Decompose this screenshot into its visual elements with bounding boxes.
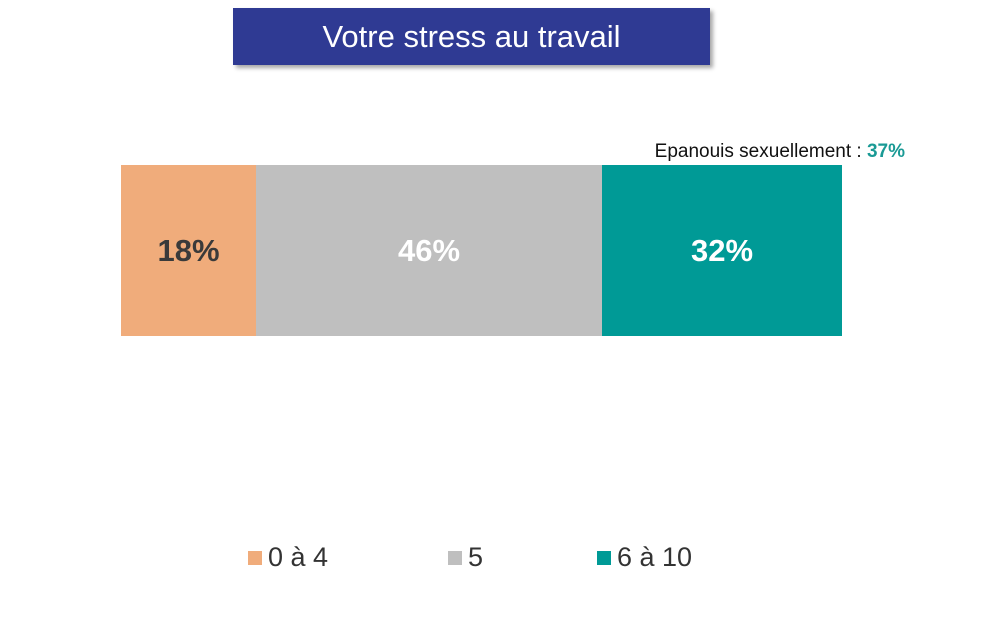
bar-segment-2: 46% [256,165,602,336]
bar-segment-1: 18% [121,165,256,336]
annotation-value: 37% [866,141,905,162]
legend-label: 5 [468,542,484,572]
stacked-bar: 18% 46% 32% [121,165,842,336]
bar-segment-label: 46% [397,232,461,268]
bar-segment-label: 32% [690,232,754,268]
bar-segment-label: 18% [157,232,220,268]
chart-title-box: Votre stress au travail [233,8,710,65]
legend-label: 6 à 10 [617,542,693,572]
sexual-fulfillment-annotation: Epanouis sexuellement : 37% [655,141,905,163]
legend-item: 5 [448,542,483,573]
bar-segment-3: 32% [602,165,842,336]
legend-item: 0 à 4 [248,542,328,573]
legend-item: 6 à 10 [597,542,692,573]
chart-title: Votre stress au travail [322,19,621,54]
chart-legend: 0 à 4 5 6 à 10 [0,542,985,578]
legend-label: 0 à 4 [268,542,329,572]
legend-swatch [448,550,462,565]
annotation-label: Epanouis sexuellement : [654,141,867,162]
legend-swatch [248,550,262,565]
legend-swatch [597,550,611,565]
